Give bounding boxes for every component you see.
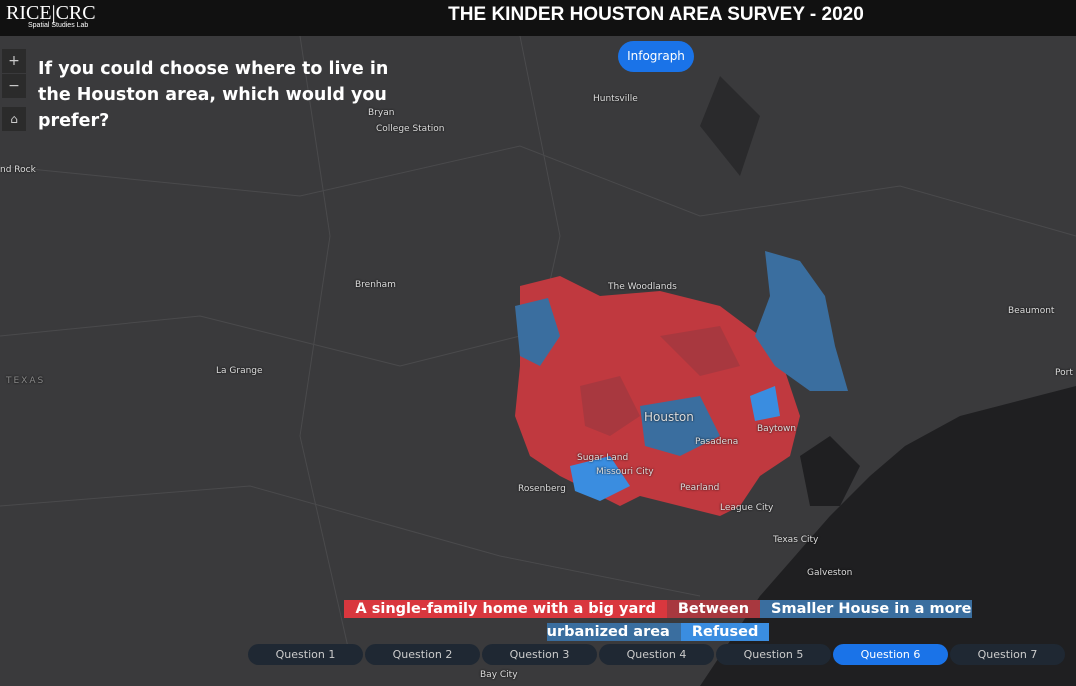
question-button[interactable]: Question 5 xyxy=(716,644,831,665)
place-label: College Station xyxy=(376,124,445,134)
place-label: The Woodlands xyxy=(608,282,677,292)
place-label: Port xyxy=(1055,368,1073,378)
legend-item: A single-family home with a big yard xyxy=(344,600,667,618)
question: If you could choose where to live in the… xyxy=(38,59,389,131)
title: THE KINDER HOUSTON AREA SURVEY - 2020 xyxy=(448,4,864,25)
place-label: Huntsville xyxy=(593,94,638,104)
question-button[interactable]: Question 6 xyxy=(833,644,948,665)
place-label: Missouri City xyxy=(596,467,654,477)
place-label: TEXAS xyxy=(6,376,46,386)
logo-subtitle: Spatial Studies Lab xyxy=(28,22,89,29)
place-label: La Grange xyxy=(216,366,263,376)
legend-item: Between xyxy=(666,600,761,618)
logo-text: RICE xyxy=(6,2,52,24)
place-label: nd Rock xyxy=(0,165,36,175)
place-label: Galveston xyxy=(807,568,853,578)
place-label: Rosenberg xyxy=(518,484,566,494)
place-label: Bay City xyxy=(480,670,518,680)
question-button[interactable]: Question 3 xyxy=(482,644,597,665)
header: RICE|CRC Spatial Studies Lab THE KINDER H… xyxy=(0,0,1076,36)
zoom-in[interactable]: + xyxy=(2,49,26,73)
logo: RICE|CRC Spatial Studies Lab xyxy=(6,2,96,29)
map xyxy=(0,36,1076,686)
place-label: Bryan xyxy=(368,108,395,118)
place-label: Houston xyxy=(644,410,694,424)
place-label: Pasadena xyxy=(695,437,739,447)
place-label: Texas City xyxy=(773,535,819,545)
place-label: Brenham xyxy=(355,280,396,290)
place-label: Baytown xyxy=(757,424,797,434)
question-button[interactable]: Question 2 xyxy=(365,644,480,665)
place-label: Pearland xyxy=(680,483,720,493)
infograph-button[interactable]: Infograph xyxy=(618,41,694,72)
question-nav: Question 1 Question 2 Question 3 Question 4… xyxy=(248,644,1065,665)
place-label: League City xyxy=(720,503,774,513)
home-button[interactable]: ⌂ xyxy=(2,107,26,131)
question-button[interactable]: Question 7 xyxy=(950,644,1065,665)
place-label: Beaumont xyxy=(1008,306,1055,316)
zoom-out[interactable]: − xyxy=(2,74,26,98)
legend-item: Refused xyxy=(680,623,770,641)
question-button[interactable]: Question 4 xyxy=(599,644,714,665)
question-button[interactable]: Question 1 xyxy=(248,644,363,665)
legend: A single-family home with a big yard Betw… xyxy=(333,598,983,644)
logo-suffix: CRC xyxy=(55,2,96,24)
place-label: Sugar Land xyxy=(577,453,629,463)
